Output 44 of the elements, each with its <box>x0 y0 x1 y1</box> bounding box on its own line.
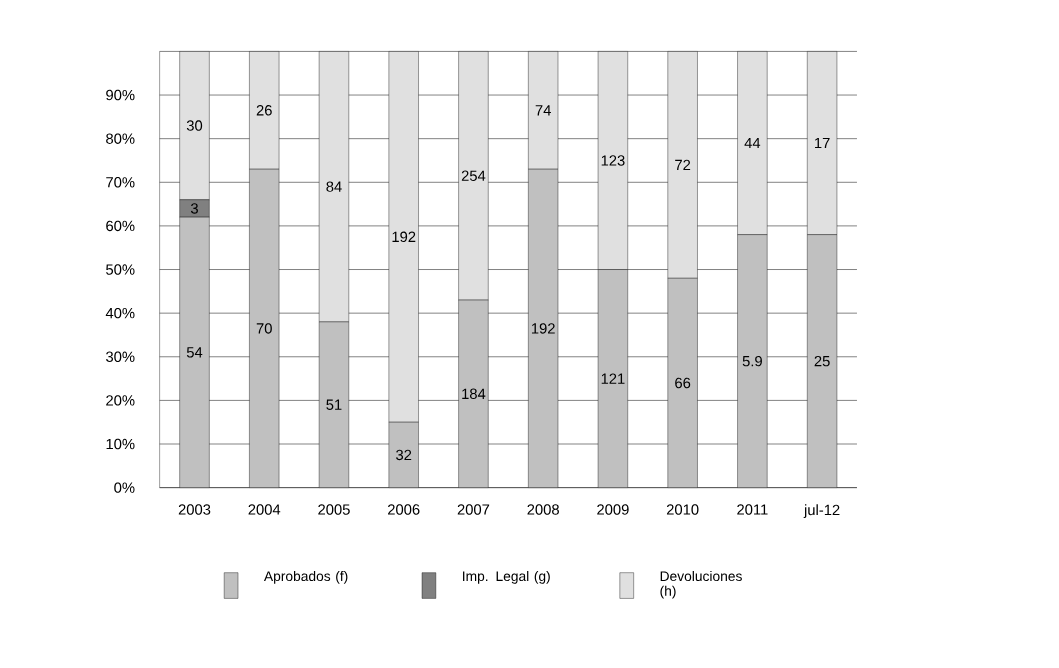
annotation: 44 <box>744 138 761 149</box>
x-tick-label: 2008 <box>527 504 559 515</box>
annotation: 84 <box>326 181 342 193</box>
annotation: 192 <box>531 323 555 334</box>
legend-label: Devoluciones (h) <box>660 571 742 599</box>
annotation: 17 <box>815 138 830 149</box>
x-tick-label: 2006 <box>388 504 420 515</box>
y-tick-label: 30% <box>106 351 135 363</box>
annotation: 66 <box>675 377 691 389</box>
annotation: 32 <box>396 449 412 461</box>
annotation: 254 <box>461 170 486 182</box>
annotation: 54 <box>186 347 203 358</box>
annotation: 5.9 <box>742 356 762 367</box>
x-tick-label: 2007 <box>457 504 490 515</box>
y-tick-label: 80% <box>106 133 135 145</box>
y-tick-label: 70% <box>106 177 135 188</box>
y-tick-label: 90% <box>106 89 135 101</box>
annotation: 30 <box>186 120 203 131</box>
y-tick-label: 40% <box>105 308 135 319</box>
annotation: 72 <box>675 159 691 171</box>
annotation: 70 <box>256 323 272 334</box>
annotation: 184 <box>462 388 486 400</box>
annotation: 26 <box>256 105 272 116</box>
x-tick-label: 2004 <box>248 504 281 515</box>
annotation: 25 <box>814 356 830 367</box>
x-tick-label: 2010 <box>666 504 699 515</box>
x-tick-label: 2009 <box>597 504 629 515</box>
x-tick-label: 2003 <box>178 504 211 515</box>
y-tick-label: 50% <box>106 264 135 275</box>
y-tick-label: 0% <box>114 482 135 494</box>
legend-label: Aprobados (f) <box>263 571 348 584</box>
annotation: 123 <box>601 155 625 166</box>
y-tick-label: 60% <box>106 220 135 232</box>
annotation: 3 <box>190 203 198 214</box>
y-tick-label: 10% <box>106 438 135 450</box>
annotation: 74 <box>535 105 551 116</box>
annotation: 121 <box>601 373 625 384</box>
y-tick-label: 20% <box>106 395 135 406</box>
annotation: 192 <box>392 231 416 243</box>
x-tick-label: 2005 <box>318 504 350 515</box>
x-tick-label: 2011 <box>737 504 768 515</box>
annotation: 51 <box>326 399 342 411</box>
legend-label: Imp. Legal (g) <box>463 571 550 584</box>
x-tick-label: jul-12 <box>803 504 840 519</box>
